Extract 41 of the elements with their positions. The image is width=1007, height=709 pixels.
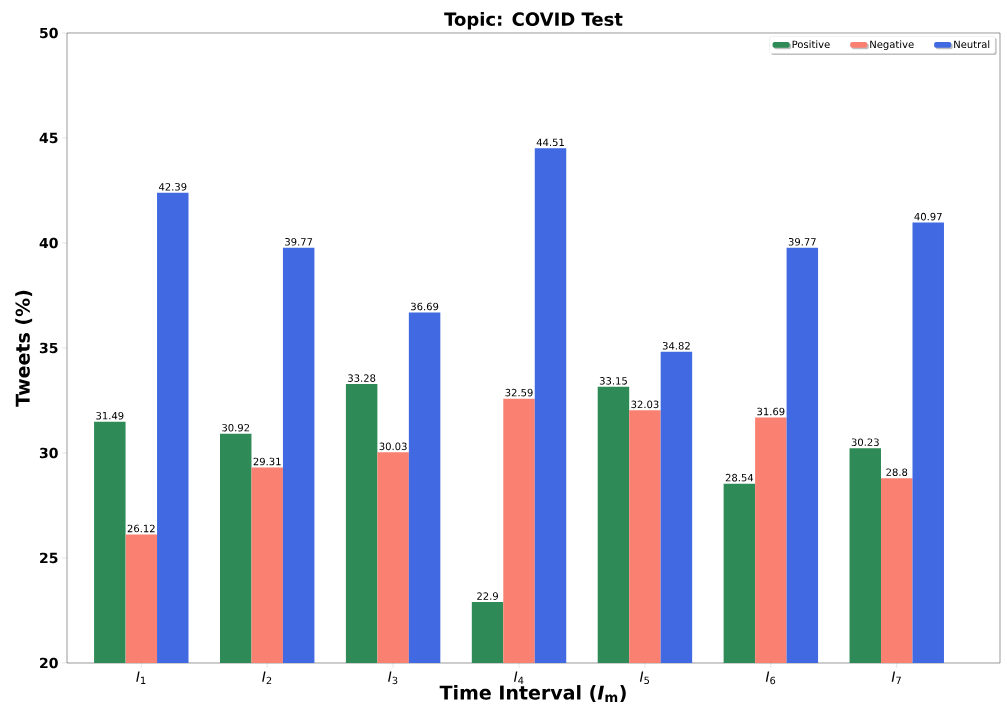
x-tick-label: I$_{7}$ xyxy=(891,671,901,684)
x-tick-label: I$_{3}$ xyxy=(388,671,398,685)
data-label: 31.49 xyxy=(96,411,124,420)
data-label: 26.12 xyxy=(127,524,155,533)
x-tick-label: I$_{2}$ xyxy=(262,671,272,685)
y-tick-label: 25 xyxy=(40,552,58,564)
data-label: 31.69 xyxy=(757,407,785,416)
data-label: 28.54 xyxy=(725,473,754,482)
data-label: 33.15 xyxy=(599,377,627,385)
data-label: 28.8 xyxy=(886,468,908,476)
data-label: 42.39 xyxy=(158,183,187,191)
data-label: 40.97 xyxy=(914,212,942,221)
data-label: 39.77 xyxy=(788,238,816,246)
data-label: 32.59 xyxy=(505,388,533,397)
y-axis-title: Tweets (%) xyxy=(15,290,33,407)
x-tick-label: I$_{4}$ xyxy=(513,671,524,684)
data-label: 36.69 xyxy=(411,302,439,311)
data-label: 30.03 xyxy=(379,442,407,451)
y-tick-label: 45 xyxy=(39,132,58,144)
x-tick-label: I$_{6}$ xyxy=(765,671,776,685)
y-tick-label: 20 xyxy=(40,657,58,669)
data-label: 29.31 xyxy=(253,457,281,466)
x-tick-label: I$_{5}$ xyxy=(639,671,650,685)
y-tick-label: 50 xyxy=(40,27,58,39)
data-label: 32.03 xyxy=(631,400,659,409)
legend-label: Negative xyxy=(870,40,914,51)
x-axis-title: Time Interval (I$_{m}$) xyxy=(439,685,626,703)
data-label: 34.82 xyxy=(662,341,690,350)
y-tick-label: 35 xyxy=(39,342,58,354)
data-label: 39.77 xyxy=(285,238,313,246)
data-label: 44.51 xyxy=(536,138,564,147)
x-tick-label: I$_{1}$ xyxy=(136,671,146,684)
data-label: 22.9 xyxy=(477,592,498,600)
chart-title: Topic: COVID Test xyxy=(444,12,623,30)
legend-label: Positive xyxy=(792,40,830,49)
data-label: 30.92 xyxy=(222,423,250,432)
y-tick-label: 30 xyxy=(39,447,58,459)
y-tick-label: 40 xyxy=(39,237,58,249)
legend-label: Neutral xyxy=(954,40,990,49)
data-label: 30.23 xyxy=(851,438,879,446)
data-label: 33.28 xyxy=(348,374,376,382)
